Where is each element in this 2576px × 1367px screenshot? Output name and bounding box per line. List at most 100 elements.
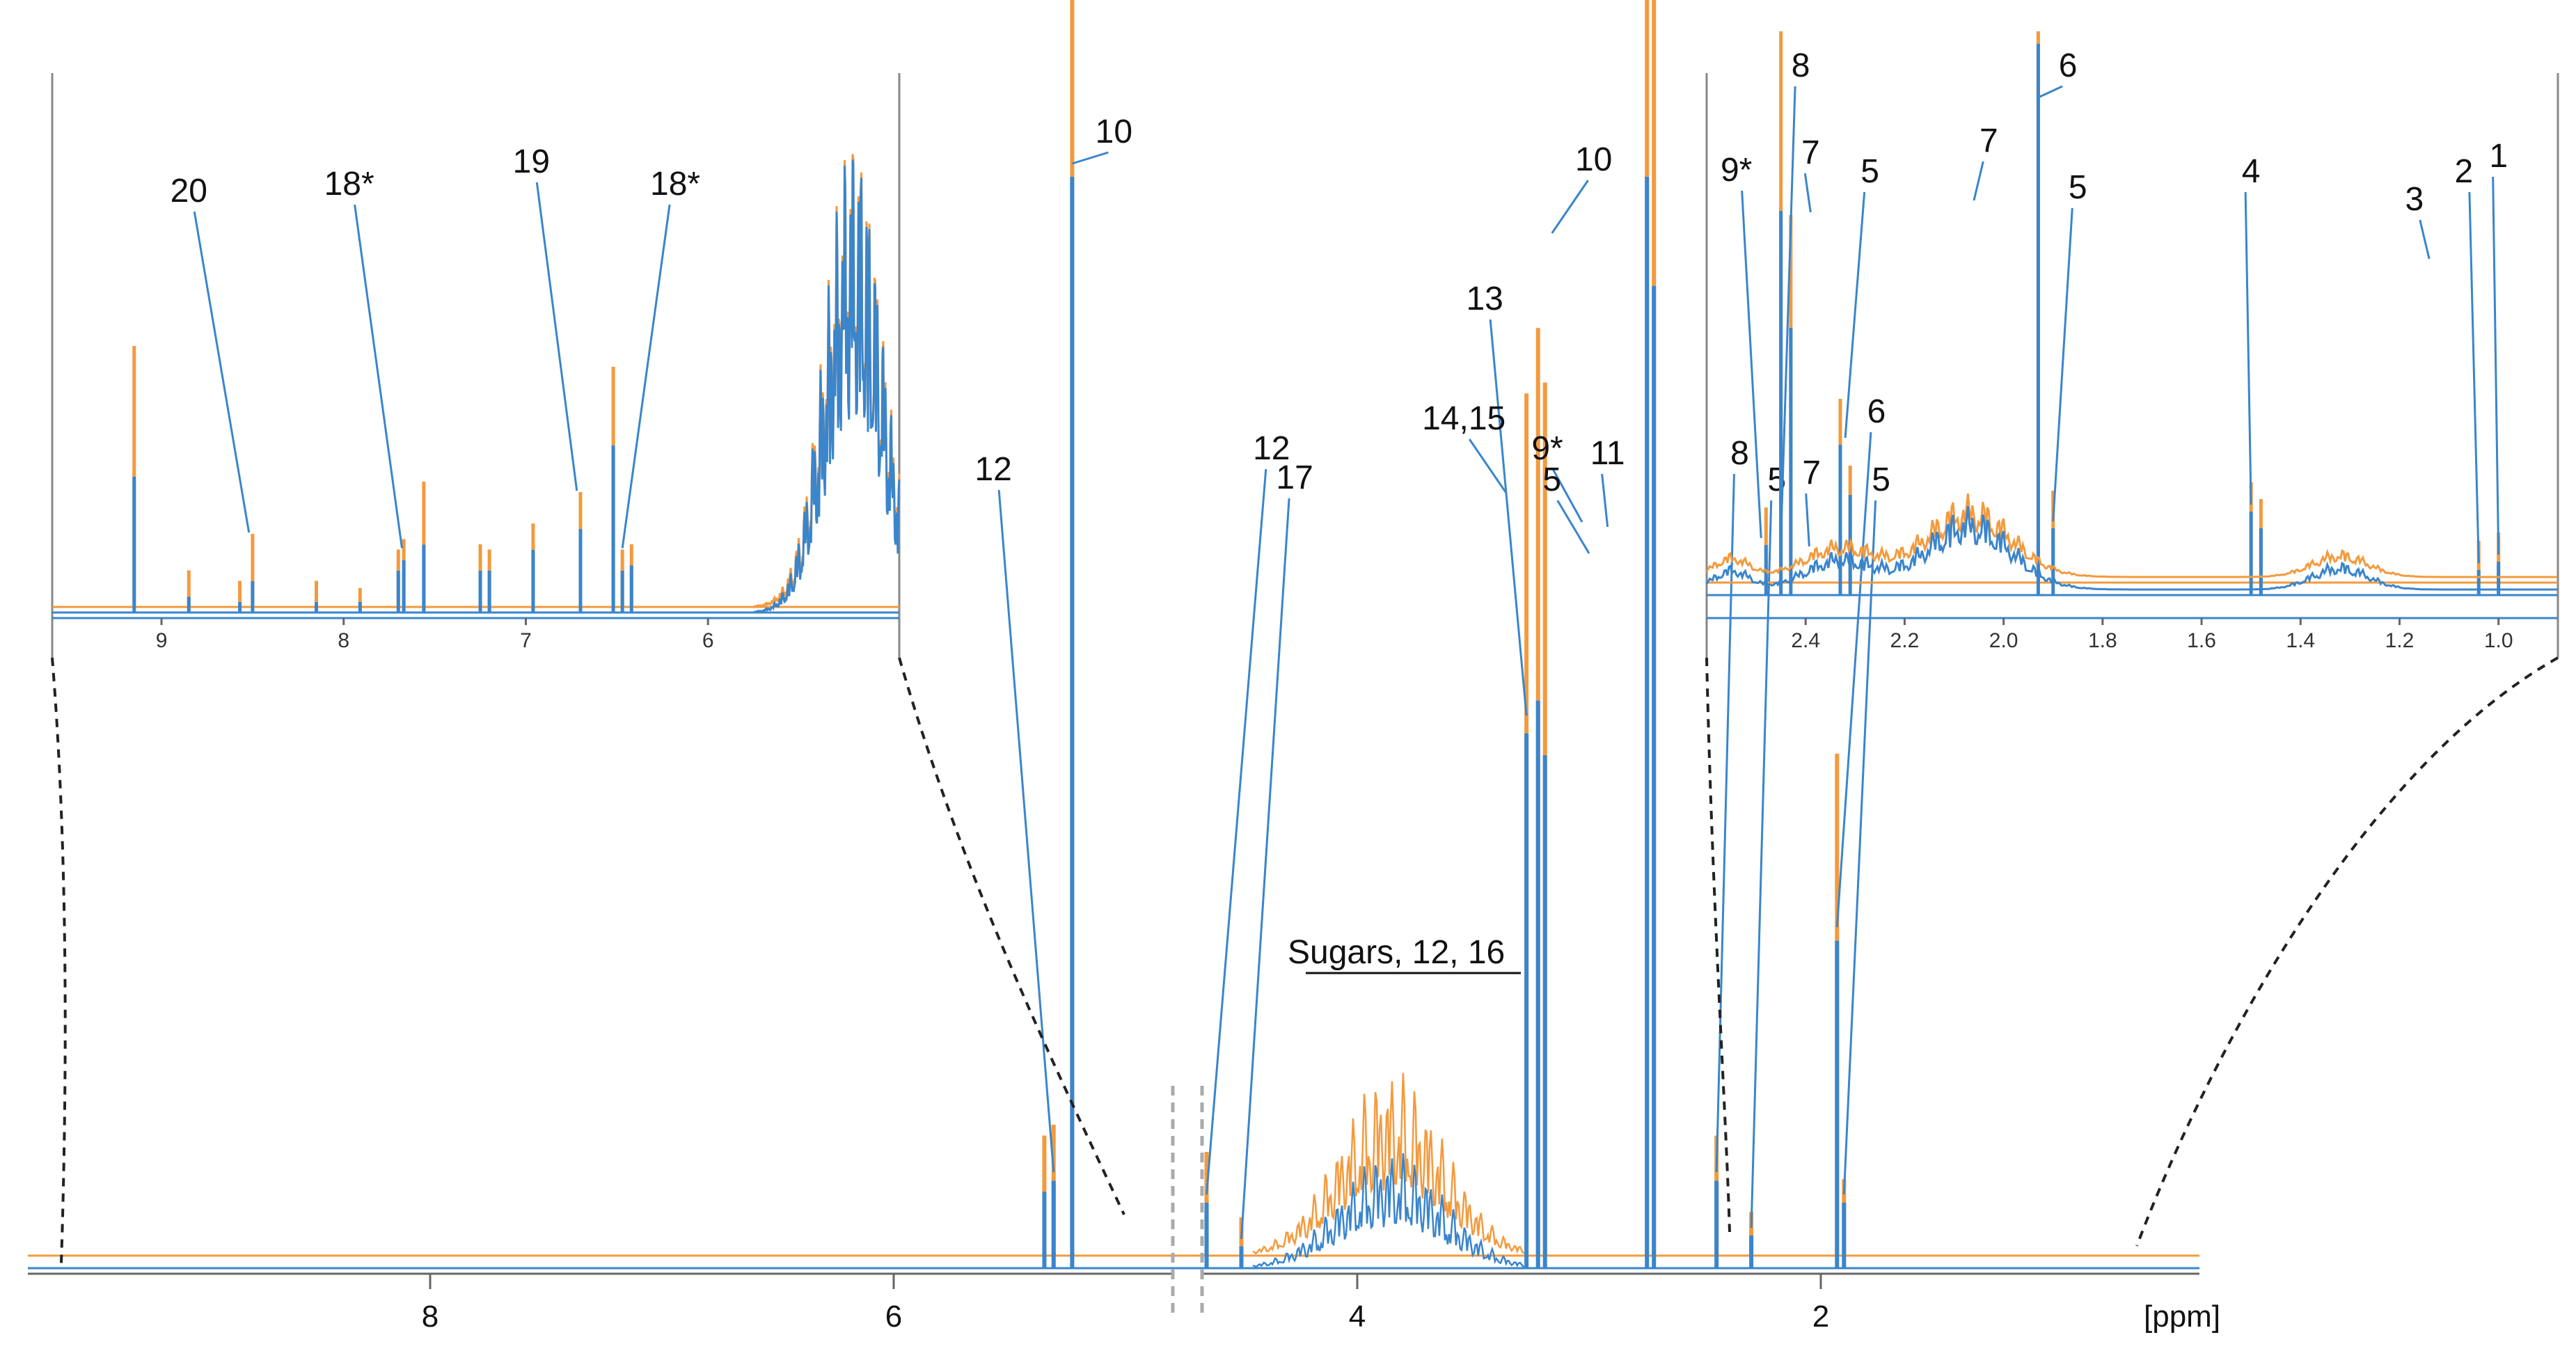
peak-label: 12 — [1253, 430, 1290, 467]
peak-label: 6 — [1867, 393, 1886, 430]
inset-right-traces — [1705, 31, 2558, 596]
sugar-region-blue — [1252, 1153, 1524, 1268]
peak-leader-line — [2468, 191, 2480, 564]
tick-label: 2 — [1812, 1299, 1829, 1334]
peak-leader-line — [997, 489, 1055, 1173]
peak-label: 3 — [2405, 181, 2424, 218]
peak-label: 4 — [2242, 153, 2261, 190]
peak-leader-line — [1835, 432, 1872, 928]
tick-label: 6 — [885, 1299, 902, 1334]
x-axis-unit-label: [ppm] — [2144, 1299, 2220, 1334]
peak-label: 8 — [1792, 47, 1810, 84]
peak-leader-line — [2244, 191, 2252, 505]
inset-left-peak-labels: 20 18* 19 18* — [171, 143, 700, 548]
connector-right-outer — [2135, 656, 2559, 1247]
connector-left-inner — [898, 657, 1125, 1215]
tick-label: 8 — [422, 1299, 438, 1334]
peak-leader-line — [1973, 161, 1984, 201]
peak-leader-line — [1551, 468, 1583, 523]
inset-right-region-blue — [1705, 506, 2558, 591]
peak-label: 20 — [171, 173, 207, 210]
tick-label: 1.8 — [2088, 629, 2117, 652]
inset-left-congested-blue — [753, 159, 901, 613]
peak-leader-line — [1803, 173, 1812, 213]
peak-leader-line — [1805, 493, 1810, 547]
sugars-label: Sugars, 12, 16 — [1288, 934, 1505, 971]
tick-label: 2.0 — [1989, 629, 2018, 652]
peak-label: 2 — [2455, 153, 2474, 190]
peak-label: 6 — [2059, 47, 2078, 84]
inset-right: 2.4 2.2 2.0 1.8 1.6 1.4 1.2 1.0 8 6 9* 7 7 5 5 4 123 — [1705, 31, 2559, 658]
peak-label: 5 — [1872, 461, 1890, 498]
peak-leader-line — [1206, 468, 1267, 1195]
peak-label: 14,15 — [1422, 400, 1506, 437]
peak-leader-line — [1842, 500, 1877, 1195]
inset-right-ticks: 2.4 2.2 2.0 1.8 1.6 1.4 1.2 1.0 — [1791, 618, 2513, 652]
peak-label: 9* — [1721, 152, 1752, 189]
peak-label: 18* — [650, 166, 700, 203]
peak-label: 10 — [1096, 113, 1132, 150]
peak-leader-line — [2052, 207, 2073, 522]
peak-leader-line — [354, 204, 403, 548]
connector-left-outer — [51, 657, 67, 1264]
inset-left-traces — [52, 154, 901, 614]
inset-right-peak-labels: 8 6 9* 7 7 5 5 4 123 — [1721, 47, 2508, 564]
tick-label: 4 — [1349, 1299, 1366, 1334]
peak-leader-line — [2419, 219, 2431, 260]
peak-label: 18* — [324, 166, 374, 203]
peak-label: 11 — [1590, 435, 1625, 472]
tick-label: 6 — [702, 629, 714, 652]
peak-leader-line — [2037, 85, 2063, 99]
tick-label: 1.4 — [2286, 629, 2315, 652]
tick-label: 7 — [520, 629, 532, 652]
peak-leader-line — [621, 204, 671, 548]
peak-leader-line — [1071, 151, 1109, 165]
peak-leader-line — [535, 182, 578, 491]
peak-label: 5 — [1542, 461, 1561, 498]
peak-label: 5 — [2069, 169, 2087, 206]
peak-label: 1 — [2489, 138, 2508, 175]
inset-left-congested-orange — [753, 154, 901, 608]
peak-leader-line — [1780, 86, 1796, 539]
tick-label: 2.4 — [1791, 629, 1820, 652]
peak-leader-line — [1715, 473, 1735, 1173]
peak-label: 8 — [1730, 435, 1749, 472]
peak-label: 7 — [1801, 134, 1820, 171]
sugar-region-orange — [1252, 1073, 1524, 1255]
peak-label: 7 — [1980, 123, 1998, 159]
tick-label: 9 — [156, 629, 168, 652]
peak-label: 13 — [1466, 280, 1503, 317]
zoom-connectors — [51, 656, 2559, 1264]
peak-leader-line — [193, 211, 251, 533]
main-traces — [28, 0, 2199, 1270]
peak-label: 10 — [1575, 141, 1612, 178]
inset-left-ticks: 9 8 7 6 — [156, 618, 714, 652]
inset-right-region-orange — [1705, 493, 2558, 578]
peak-leader-line — [1240, 498, 1290, 1240]
peak-leader-line — [1844, 191, 1866, 438]
peak-leader-line — [1551, 180, 1589, 234]
peak-label: 17 — [1276, 459, 1313, 496]
tick-label: 2.2 — [1890, 629, 1920, 652]
tick-label: 1.2 — [2385, 629, 2415, 652]
peak-leader-line — [1468, 438, 1507, 493]
peak-leader-line — [1741, 190, 1762, 539]
tick-label: 1.0 — [2484, 629, 2513, 652]
peak-label: 12 — [974, 451, 1011, 488]
peak-leader-line — [1489, 319, 1528, 716]
peak-label: 7 — [1802, 455, 1821, 491]
main-ticks: 8 6 4 2 — [422, 1274, 1829, 1334]
peak-label: 5 — [1860, 153, 1879, 190]
tick-label: 8 — [338, 629, 349, 652]
peak-leader-line — [1556, 500, 1590, 554]
peak-label: 19 — [513, 143, 550, 180]
tick-label: 1.6 — [2187, 629, 2216, 652]
peak-leader-line — [1750, 500, 1773, 1228]
peak-leader-line — [1601, 473, 1609, 528]
peak-leader-line — [2492, 176, 2500, 555]
peak-label: 9* — [1531, 430, 1563, 467]
inset-left: 9 8 7 6 20 18* 19 18* — [51, 73, 901, 658]
